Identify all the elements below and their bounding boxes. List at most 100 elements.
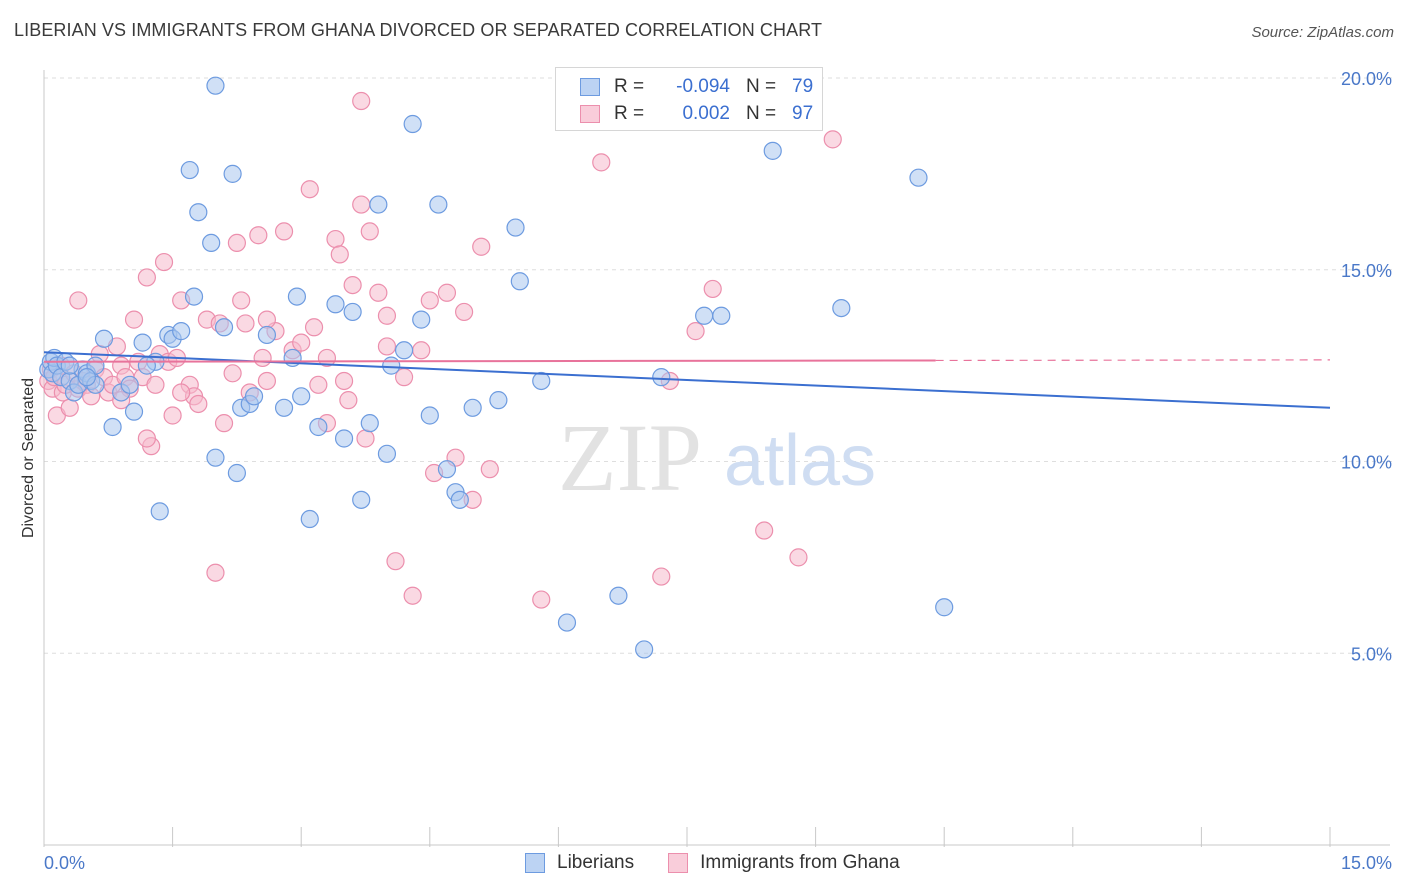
liberians-point xyxy=(257,325,277,345)
liberians-point xyxy=(377,444,397,463)
liberians-point xyxy=(382,356,401,375)
ghana-point xyxy=(309,375,328,394)
ghana-point xyxy=(377,306,397,325)
y-tick-label: 5.0% xyxy=(1351,644,1392,664)
ghana-point xyxy=(249,226,268,245)
ghana-point xyxy=(304,318,324,337)
liberians-point xyxy=(463,398,482,417)
liberians-point xyxy=(206,448,225,467)
legend-item-ghana[interactable]: Immigrants from Ghana xyxy=(668,852,900,874)
ghana-trend-line xyxy=(43,359,936,363)
ghana-point xyxy=(236,314,255,333)
liberians-point xyxy=(189,203,208,222)
liberians-point xyxy=(429,195,448,214)
liberians-point xyxy=(352,490,371,509)
ghana-point xyxy=(146,375,165,394)
liberians-point xyxy=(180,160,199,180)
ghana-point xyxy=(454,302,474,322)
liberians-point xyxy=(510,272,529,291)
legend-r-label: R = xyxy=(614,103,645,124)
legend-row-liberians: R = -0.094 N = 79 xyxy=(580,75,813,99)
legend-n-value: 97 xyxy=(792,103,814,124)
liberians-point xyxy=(124,402,144,421)
ghana-point xyxy=(206,563,225,582)
legend-label-liberians: Liberians xyxy=(557,852,635,873)
liberians-point xyxy=(292,387,311,406)
liberians-point xyxy=(77,368,96,387)
liberians-point xyxy=(712,306,731,325)
liberians-point xyxy=(360,414,379,433)
liberians-point xyxy=(343,302,362,322)
watermark-zip: ZIP xyxy=(558,404,702,511)
liberians-point xyxy=(150,502,169,521)
liberians-point xyxy=(437,460,457,479)
liberians-point xyxy=(763,141,782,160)
legend-swatch-pink xyxy=(580,105,600,123)
legend-r-value: -0.094 xyxy=(676,76,730,97)
liberians-point xyxy=(309,417,328,437)
x-tick-label-max: 15.0% xyxy=(1341,853,1392,873)
ghana-point xyxy=(369,283,388,302)
x-ticks xyxy=(43,827,1331,847)
legend-item-liberians[interactable]: Liberians xyxy=(525,852,634,874)
ghana-point xyxy=(755,521,774,540)
liberians-point xyxy=(287,287,307,306)
ghana-point xyxy=(686,322,705,341)
ghana-point xyxy=(214,414,234,433)
liberians-point xyxy=(832,299,851,318)
ghana-trend-line-extension xyxy=(935,359,1331,362)
ghana-point xyxy=(154,252,174,272)
ghana-point xyxy=(472,237,491,256)
ghana-point xyxy=(360,222,379,241)
liberians-point xyxy=(557,613,577,632)
legend-swatch-pink xyxy=(668,853,689,873)
ghana-point xyxy=(124,310,144,329)
chart-title: LIBERIAN VS IMMIGRANTS FROM GHANA DIVORC… xyxy=(14,20,823,40)
liberians-point xyxy=(94,329,114,348)
liberians-point xyxy=(274,398,294,417)
ghana-point xyxy=(330,245,349,264)
legend-swatch-blue xyxy=(525,853,545,873)
trend-lines xyxy=(43,351,1331,409)
stats-legend: R = -0.094 N = 79 R = 0.002 N = 97 xyxy=(555,67,823,131)
source-label: Source: ZipAtlas.com xyxy=(1251,24,1394,41)
liberians-point xyxy=(300,509,319,529)
ghana-point xyxy=(257,371,277,391)
liberians-point xyxy=(420,406,439,425)
ghana-point xyxy=(339,391,358,410)
ghana-point xyxy=(227,233,246,253)
liberians-point xyxy=(133,333,152,352)
legend-swatch-blue xyxy=(580,78,600,96)
y-tick-labels: 5.0% 10.0% 15.0% 20.0% xyxy=(1341,69,1392,664)
legend-label-ghana: Immigrants from Ghana xyxy=(700,852,900,873)
liberians-point xyxy=(369,195,388,214)
ghana-point xyxy=(253,348,272,368)
ghana-point xyxy=(386,552,405,571)
legend-n-label: N = xyxy=(746,103,777,124)
ghana-point xyxy=(300,180,319,199)
watermark-atlas: atlas xyxy=(724,421,876,501)
ghana-point xyxy=(60,398,79,417)
ghana-point xyxy=(437,283,457,302)
watermark: ZIP atlas xyxy=(558,404,876,511)
legend-n-label: N = xyxy=(746,76,777,97)
liberians-point xyxy=(223,164,242,183)
liberians-point xyxy=(214,318,234,337)
ghana-point xyxy=(343,275,362,295)
ghana-point xyxy=(257,310,277,329)
y-axis-label: Divorced or Separated xyxy=(20,378,37,538)
legend-r-label: R = xyxy=(614,76,645,97)
ghana-point xyxy=(189,394,208,414)
liberians-point xyxy=(450,490,469,509)
ghana-point xyxy=(403,586,422,605)
ghana-point xyxy=(480,460,499,479)
ghana-point xyxy=(137,429,156,448)
ghana-point xyxy=(823,130,842,149)
liberians-point xyxy=(206,76,225,95)
liberians-point xyxy=(394,341,414,360)
liberians-point xyxy=(326,295,345,314)
ghana-point xyxy=(352,91,371,111)
liberians-point xyxy=(227,463,246,483)
liberians-point xyxy=(909,168,928,187)
